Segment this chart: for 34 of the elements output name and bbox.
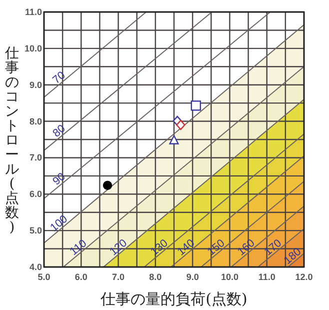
- x-tick-label: 11.0: [258, 272, 276, 282]
- text: 70: [50, 69, 68, 86]
- y-tick-label: 5.0: [29, 226, 42, 236]
- y-tick-label: 10.0: [24, 43, 42, 54]
- point: [176, 120, 186, 130]
- x-axis-title: 仕事の量的負荷(点数): [100, 290, 248, 308]
- x-tick-label: 10.0: [220, 272, 238, 282]
- x-tick-label: 5.0: [38, 272, 50, 282]
- x-tick-label: 9.0: [186, 272, 199, 282]
- text: 100: [48, 213, 70, 234]
- y-tick-label: 4.0: [29, 262, 42, 272]
- text: 170: [262, 237, 284, 258]
- text: 140: [175, 237, 198, 258]
- text: 180: [282, 246, 304, 267]
- point: [169, 135, 179, 144]
- text: 160: [235, 237, 258, 258]
- text: 150: [205, 237, 228, 258]
- text: 130: [148, 237, 170, 258]
- x-tick-label: 6.0: [74, 272, 88, 282]
- y-tick-label: 9.0: [29, 80, 42, 90]
- text: 120: [108, 237, 130, 258]
- text: 90: [50, 170, 68, 188]
- y-tick-label: 6.0: [29, 189, 42, 200]
- point: [102, 180, 112, 190]
- text: 110: [68, 238, 90, 258]
- x-tick-label: 12.0: [295, 272, 313, 282]
- y-tick-label: 7.0: [29, 152, 42, 163]
- x-tick-label: 7.0: [112, 272, 125, 282]
- text: 80: [50, 122, 68, 140]
- point: [190, 100, 202, 111]
- y-tick-label: 8.0: [29, 116, 42, 126]
- x-tick-label: 8.0: [149, 272, 162, 282]
- text: 仕事のコントロール(点数): [5, 46, 19, 236]
- y-tick-label: 11.0: [24, 7, 42, 17]
